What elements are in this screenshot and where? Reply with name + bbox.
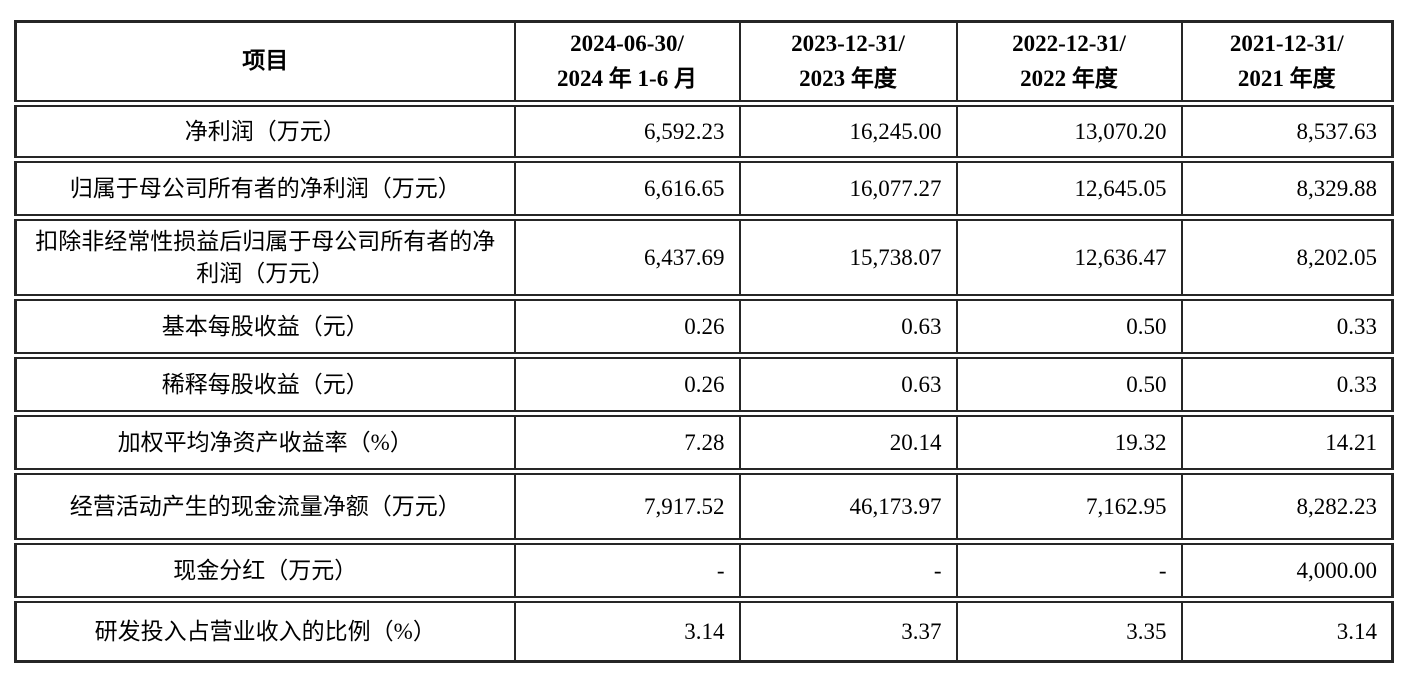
value-cell: 8,282.23 xyxy=(1180,471,1394,545)
value-cell: 3.14 xyxy=(1180,599,1394,662)
table-row: 研发投入占营业收入的比例（%） 3.14 3.37 3.35 3.14 xyxy=(14,599,1394,662)
table-row: 经营活动产生的现金流量净额（万元） 7,917.52 46,173.97 7,162.… xyxy=(14,471,1394,545)
table-row: 稀释每股收益（元） 0.26 0.63 0.50 0.33 xyxy=(14,355,1394,417)
value-cell: 4,000.00 xyxy=(1180,541,1394,603)
value-cell: 20.14 xyxy=(738,413,958,475)
row-label: 基本每股收益（元） xyxy=(14,297,516,359)
table-row: 归属于母公司所有者的净利润（万元） 6,616.65 16,077.27 12,645… xyxy=(14,159,1394,221)
value-cell: 0.63 xyxy=(738,297,958,359)
value-cell: 7,917.52 xyxy=(513,471,741,545)
header-period-2023-range: 2023 年度 xyxy=(799,65,897,91)
value-cell: 13,070.20 xyxy=(955,103,1183,163)
value-cell: 3.35 xyxy=(955,599,1183,662)
table-header-row: 项目 2024-06-30/ 2024 年 1-6 月 2023-12-31/ … xyxy=(14,21,1394,107)
value-cell: 0.33 xyxy=(1180,297,1394,359)
row-label: 经营活动产生的现金流量净额（万元） xyxy=(14,471,516,545)
row-label: 现金分红（万元） xyxy=(14,541,516,603)
row-label: 加权平均净资产收益率（%） xyxy=(14,413,516,475)
row-label: 研发投入占营业收入的比例（%） xyxy=(14,599,516,662)
header-period-2023: 2023-12-31/ 2023 年度 xyxy=(738,21,958,107)
header-period-2022-range: 2022 年度 xyxy=(1020,65,1118,91)
header-period-2023-date: 2023-12-31/ xyxy=(791,31,905,56)
value-cell: 15,738.07 xyxy=(738,217,958,301)
value-cell: 16,245.00 xyxy=(738,103,958,163)
value-cell: 8,537.63 xyxy=(1180,103,1394,163)
table-row: 净利润（万元） 6,592.23 16,245.00 13,070.20 8,537.6… xyxy=(14,103,1394,163)
value-cell: 0.26 xyxy=(513,355,741,417)
value-cell: 6,616.65 xyxy=(513,159,741,221)
value-cell: 7.28 xyxy=(513,413,741,475)
value-cell: - xyxy=(955,541,1183,603)
value-cell: 6,437.69 xyxy=(513,217,741,301)
value-cell: 3.37 xyxy=(738,599,958,662)
value-cell: 12,645.05 xyxy=(955,159,1183,221)
value-cell: 12,636.47 xyxy=(955,217,1183,301)
row-label: 扣除非经常性损益后归属于母公司所有者的净利润（万元） xyxy=(14,217,516,301)
value-cell: 0.26 xyxy=(513,297,741,359)
row-label: 稀释每股收益（元） xyxy=(14,355,516,417)
table-row: 扣除非经常性损益后归属于母公司所有者的净利润（万元） 6,437.69 15,738… xyxy=(14,217,1394,301)
header-period-2021: 2021-12-31/ 2021 年度 xyxy=(1180,21,1394,107)
value-cell: 8,202.05 xyxy=(1180,217,1394,301)
value-cell: 16,077.27 xyxy=(738,159,958,221)
header-period-2021-date: 2021-12-31/ xyxy=(1229,31,1344,56)
row-label: 归属于母公司所有者的净利润（万元） xyxy=(14,159,516,221)
value-cell: 7,162.95 xyxy=(955,471,1183,545)
table-row: 基本每股收益（元） 0.26 0.63 0.50 0.33 xyxy=(14,297,1394,359)
value-cell: 0.50 xyxy=(955,355,1183,417)
header-period-2021-range: 2021 年度 xyxy=(1237,65,1336,91)
header-period-2022-date: 2022-12-31/ xyxy=(1012,31,1126,56)
header-period-2024-range: 2024 年 1-6 月 xyxy=(557,65,697,91)
value-cell: - xyxy=(738,541,958,603)
value-cell: 6,592.23 xyxy=(513,103,741,163)
header-item-label: 项目 xyxy=(14,21,516,107)
financial-indicators-table: 项目 2024-06-30/ 2024 年 1-6 月 2023-12-31/ … xyxy=(14,20,1394,663)
value-cell: 0.63 xyxy=(738,355,958,417)
value-cell: 0.50 xyxy=(955,297,1183,359)
value-cell: 3.14 xyxy=(513,599,741,662)
header-period-2024-date: 2024-06-30/ xyxy=(570,31,684,56)
header-period-2022: 2022-12-31/ 2022 年度 xyxy=(955,21,1183,107)
value-cell: 8,329.88 xyxy=(1180,159,1394,221)
value-cell: 19.32 xyxy=(955,413,1183,475)
header-period-2024: 2024-06-30/ 2024 年 1-6 月 xyxy=(513,21,741,107)
table-row: 加权平均净资产收益率（%） 7.28 20.14 19.32 14.21 xyxy=(14,413,1394,475)
table-row: 现金分红（万元） - - -4,000.00 xyxy=(14,541,1394,603)
value-cell: 0.33 xyxy=(1180,355,1394,417)
value-cell: 14.21 xyxy=(1180,413,1394,475)
row-label: 净利润（万元） xyxy=(14,103,516,163)
value-cell: - xyxy=(513,541,741,603)
value-cell: 46,173.97 xyxy=(738,471,958,545)
